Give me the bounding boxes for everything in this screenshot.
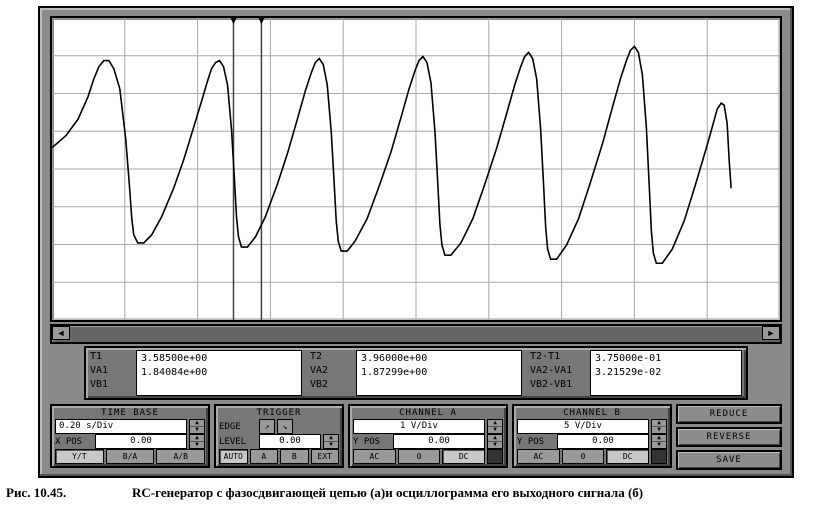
cha-scale-field[interactable]: 1 V/Div	[353, 419, 485, 434]
level-field[interactable]: 0.00	[259, 434, 321, 449]
cha-0-button[interactable]: 0	[398, 449, 441, 464]
cha-ac-button[interactable]: AC	[353, 449, 396, 464]
cha-ypos-label: Y POS	[353, 437, 391, 447]
readout-labels-1: T1 VA1 VB1	[90, 350, 136, 396]
reverse-button[interactable]: REVERSE	[676, 427, 782, 447]
readout-values-1: 3.58500e+00 1.84084e+00	[136, 350, 302, 396]
timebase-scale-stepper[interactable]: ▲▼	[189, 419, 205, 434]
save-button[interactable]: SAVE	[676, 450, 782, 470]
trig-auto-button[interactable]: AUTO	[219, 449, 248, 464]
readout-labels-2: T2 VA2 VB2	[310, 350, 356, 396]
readout-labels-3: T2-T1 VA2-VA1 VB2-VB1	[530, 350, 590, 396]
trig-a-button[interactable]: A	[250, 449, 279, 464]
trig-ext-button[interactable]: EXT	[311, 449, 340, 464]
mode-ab-button[interactable]: A/B	[156, 449, 205, 464]
channel-a-panel: CHANNEL A 1 V/Div ▲▼ Y POS 0.00 ▲▼ AC 0 …	[348, 404, 508, 468]
control-panels: TIME BASE 0.20 s/Div ▲▼ X POS 0.00 ▲▼ Y/…	[50, 404, 782, 468]
level-stepper[interactable]: ▲▼	[323, 434, 339, 449]
xpos-label: X POS	[55, 437, 93, 447]
channel-b-title: CHANNEL B	[517, 408, 667, 418]
scroll-right-button[interactable]: ►	[762, 326, 780, 340]
reduce-button[interactable]: REDUCE	[676, 404, 782, 424]
oscilloscope-window: ◄ ► T1 VA1 VB1 3.58500e+00 1.84084e+00 T…	[38, 6, 794, 478]
channel-b-panel: CHANNEL B 5 V/Div ▲▼ Y POS 0.00 ▲▼ AC 0 …	[512, 404, 672, 468]
chb-probe-jack[interactable]	[651, 449, 667, 464]
mode-yt-button[interactable]: Y/T	[55, 449, 104, 464]
cha-probe-jack[interactable]	[487, 449, 503, 464]
chb-ypos-field[interactable]: 0.00	[557, 434, 649, 449]
timebase-panel: TIME BASE 0.20 s/Div ▲▼ X POS 0.00 ▲▼ Y/…	[50, 404, 210, 468]
edge-rise-button[interactable]: ↗	[259, 419, 275, 434]
edge-fall-button[interactable]: ↘	[277, 419, 293, 434]
chb-ypos-stepper[interactable]: ▲▼	[651, 434, 667, 449]
cha-ypos-stepper[interactable]: ▲▼	[487, 434, 503, 449]
cursor-readout: T1 VA1 VB1 3.58500e+00 1.84084e+00 T2 VA…	[84, 346, 748, 400]
readout-values-2: 3.96000e+00 1.87299e+00	[356, 350, 522, 396]
chb-ac-button[interactable]: AC	[517, 449, 560, 464]
chb-0-button[interactable]: 0	[562, 449, 605, 464]
scope-svg	[52, 18, 780, 320]
time-scrollbar[interactable]: ◄ ►	[50, 324, 782, 344]
figure-text: RC-генератор с фазосдвигающей цепью (а)и…	[132, 485, 643, 500]
edge-label: EDGE	[219, 422, 257, 432]
chb-scale-stepper[interactable]: ▲▼	[651, 419, 667, 434]
mode-ba-button[interactable]: B/A	[106, 449, 155, 464]
figure-caption: Рис. 10.45.RC-генератор с фазосдвигающей…	[0, 484, 826, 502]
scroll-left-button[interactable]: ◄	[52, 326, 70, 340]
trigger-panel: TRIGGER EDGE ↗ ↘ LEVEL 0.00 ▲▼ AUTO A B …	[214, 404, 344, 468]
timebase-scale-field[interactable]: 0.20 s/Div	[55, 419, 187, 434]
channel-a-title: CHANNEL A	[353, 408, 503, 418]
figure-number: Рис. 10.45.	[6, 484, 132, 502]
readout-values-3: 3.75000e-01 3.21529e-02	[590, 350, 742, 396]
trig-b-button[interactable]: B	[280, 449, 309, 464]
xpos-field[interactable]: 0.00	[95, 434, 187, 449]
cha-dc-button[interactable]: DC	[442, 449, 485, 464]
timebase-title: TIME BASE	[55, 408, 205, 418]
level-label: LEVEL	[219, 437, 257, 447]
xpos-stepper[interactable]: ▲▼	[189, 434, 205, 449]
action-buttons: REDUCE REVERSE SAVE	[676, 404, 782, 468]
chb-scale-field[interactable]: 5 V/Div	[517, 419, 649, 434]
cha-ypos-field[interactable]: 0.00	[393, 434, 485, 449]
chb-dc-button[interactable]: DC	[606, 449, 649, 464]
chb-ypos-label: Y POS	[517, 437, 555, 447]
scope-display	[50, 16, 782, 322]
cha-scale-stepper[interactable]: ▲▼	[487, 419, 503, 434]
trigger-title: TRIGGER	[219, 408, 339, 418]
